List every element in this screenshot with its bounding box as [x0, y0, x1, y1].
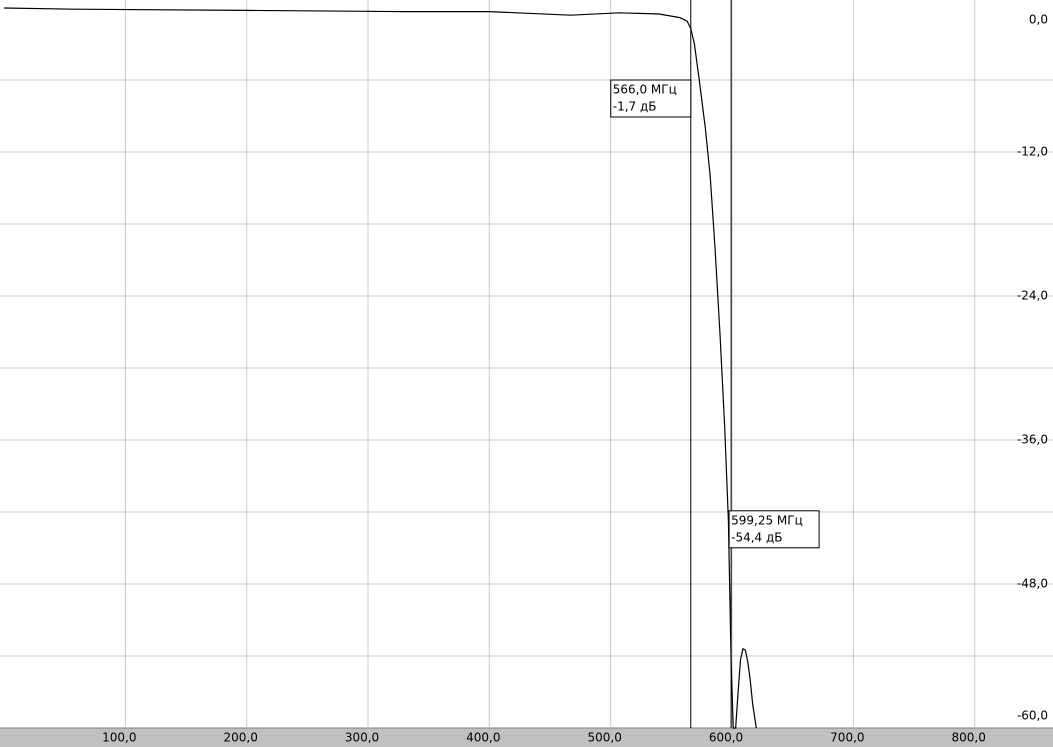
marker-freq: 566,0 МГц: [613, 83, 677, 97]
marker-level: -1,7 дБ: [613, 100, 657, 114]
x-tick-label: 400,0: [466, 731, 500, 745]
x-tick-label: 200,0: [223, 731, 257, 745]
marker-freq: 599,25 МГц: [731, 513, 803, 527]
y-tick-label: -60,0: [1017, 709, 1048, 723]
y-tick-label: -12,0: [1017, 145, 1048, 159]
marker-box: [610, 79, 692, 118]
y-tick-label: -36,0: [1017, 433, 1048, 447]
x-tick-label: 300,0: [345, 731, 379, 745]
x-tick-label: 600,0: [709, 731, 743, 745]
x-tick-label: 500,0: [588, 731, 622, 745]
marker-level: -54,4 дБ: [731, 530, 782, 544]
x-axis-bar: [0, 728, 1053, 747]
x-tick-label: 700,0: [830, 731, 864, 745]
marker-box: [728, 510, 820, 549]
y-tick-label: 0,0: [1029, 13, 1048, 27]
trace: [3, 7, 757, 729]
y-tick-label: -48,0: [1017, 577, 1048, 591]
x-tick-label: 100,0: [102, 731, 136, 745]
x-tick-label: 800,0: [952, 731, 986, 745]
y-tick-label: -24,0: [1017, 289, 1048, 303]
